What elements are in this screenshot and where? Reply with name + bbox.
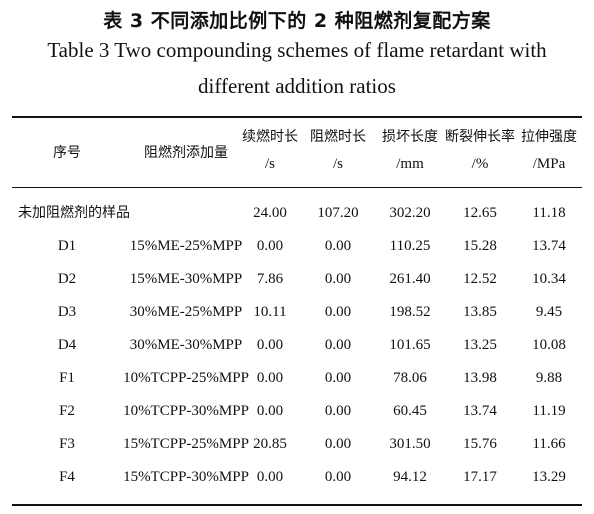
header-damage-length: 损坏长度 — [382, 129, 438, 145]
cell-afterglow: 0.00 — [324, 436, 352, 452]
header-afterglow-unit: /s — [332, 156, 343, 172]
cell-damage-length: 101.65 — [389, 337, 431, 353]
cell-afterglow: 0.00 — [324, 271, 352, 287]
header-tensile-strength: 拉伸强度 — [521, 129, 577, 145]
cell-afterflame: 0.00 — [256, 403, 284, 419]
cell-additive: 15%ME-25%MPP — [129, 238, 243, 254]
cell-additive: 10%TCPP-25%MPP — [123, 370, 249, 386]
cell-damage-length: 302.20 — [389, 205, 431, 221]
cell-elongation: 13.25 — [463, 337, 497, 353]
cell-afterglow: 0.00 — [324, 238, 352, 254]
cell-afterflame: 20.85 — [253, 436, 287, 452]
table-row: D3 30%ME-25%MPP 10.11 0.00 198.52 13.85 … — [0, 296, 594, 329]
cell-id: D4 — [57, 337, 77, 353]
header-tensile-strength-unit: /MPa — [532, 156, 566, 172]
cell-afterglow: 0.00 — [324, 469, 352, 485]
cell-tensile-strength: 11.19 — [532, 403, 566, 419]
header-afterflame-unit: /s — [264, 156, 275, 172]
cell-elongation: 13.85 — [463, 304, 497, 320]
cell-additive — [118, 197, 254, 230]
cell-id: F4 — [59, 469, 75, 485]
cell-elongation: 15.28 — [463, 238, 497, 254]
cell-tensile-strength: 9.88 — [535, 370, 563, 386]
cell-damage-length: 78.06 — [393, 370, 427, 386]
cell-tensile-strength: 11.18 — [532, 205, 566, 221]
cell-additive: 30%ME-25%MPP — [129, 304, 243, 320]
cell-additive: 15%TCPP-25%MPP — [123, 436, 249, 452]
cell-damage-length: 301.50 — [389, 436, 431, 452]
cell-afterflame: 0.00 — [256, 238, 284, 254]
cell-afterflame: 10.11 — [253, 304, 287, 320]
cell-afterglow: 0.00 — [324, 403, 352, 419]
cell-elongation: 12.65 — [463, 205, 497, 221]
header-afterglow: 阻燃时长 — [310, 129, 366, 145]
cell-elongation: 13.98 — [463, 370, 497, 386]
table-header-rule — [12, 187, 582, 188]
cell-tensile-strength: 13.29 — [532, 469, 566, 485]
cell-damage-length: 60.45 — [393, 403, 427, 419]
cell-elongation: 12.52 — [463, 271, 497, 287]
table-row: F3 15%TCPP-25%MPP 20.85 0.00 301.50 15.7… — [0, 428, 594, 461]
cell-afterglow: 0.00 — [324, 370, 352, 386]
table-row: 未加阻燃剂的样品 24.00 107.20 302.20 12.65 11.18 — [0, 197, 594, 230]
cell-tensile-strength: 10.34 — [532, 271, 566, 287]
cell-id: F3 — [59, 436, 75, 452]
header-id: 序号 — [53, 145, 81, 161]
cell-tensile-strength: 13.74 — [532, 238, 566, 254]
cell-id: F2 — [59, 403, 75, 419]
cell-tensile-strength: 11.66 — [532, 436, 566, 452]
cell-afterflame: 0.00 — [256, 337, 284, 353]
cell-elongation: 15.76 — [463, 436, 497, 452]
table-bottom-rule — [12, 504, 582, 506]
cell-tensile-strength: 10.08 — [532, 337, 566, 353]
cell-afterflame: 7.86 — [256, 271, 284, 287]
header-elongation-unit: /% — [471, 156, 489, 172]
table-caption-english-line2: different addition ratios — [198, 74, 396, 98]
cell-additive: 30%ME-30%MPP — [129, 337, 243, 353]
cell-damage-length: 110.25 — [389, 238, 431, 254]
cell-damage-length: 198.52 — [389, 304, 431, 320]
cell-afterflame: 0.00 — [256, 370, 284, 386]
table-row: F2 10%TCPP-30%MPP 0.00 0.00 60.45 13.74 … — [0, 395, 594, 428]
cell-additive: 10%TCPP-30%MPP — [123, 403, 249, 419]
cell-damage-length: 94.12 — [393, 469, 427, 485]
cell-id: F1 — [59, 370, 75, 386]
table-row: D2 15%ME-30%MPP 7.86 0.00 261.40 12.52 1… — [0, 263, 594, 296]
cell-afterflame: 24.00 — [253, 205, 287, 221]
cell-id: D2 — [57, 271, 77, 287]
table-caption-chinese: 表 3 不同添加比例下的 2 种阻燃剂复配方案 — [103, 10, 491, 32]
header-elongation: 断裂伸长率 — [445, 129, 515, 145]
table-row: F1 10%TCPP-25%MPP 0.00 0.00 78.06 13.98 … — [0, 362, 594, 395]
cell-afterglow: 0.00 — [324, 337, 352, 353]
cell-additive: 15%TCPP-30%MPP — [123, 469, 249, 485]
cell-afterglow: 0.00 — [324, 304, 352, 320]
table-caption-english-line1: Table 3 Two compounding schemes of flame… — [47, 38, 547, 62]
cell-afterflame: 0.00 — [256, 469, 284, 485]
cell-id: D1 — [57, 238, 77, 254]
cell-id: D3 — [57, 304, 77, 320]
header-afterflame: 续燃时长 — [242, 129, 298, 145]
table-row: F4 15%TCPP-30%MPP 0.00 0.00 94.12 17.17 … — [0, 461, 594, 494]
header-damage-length-unit: /mm — [396, 156, 424, 172]
table-row: D1 15%ME-25%MPP 0.00 0.00 110.25 15.28 1… — [0, 230, 594, 263]
cell-elongation: 13.74 — [463, 403, 497, 419]
cell-afterglow: 107.20 — [317, 205, 359, 221]
cell-tensile-strength: 9.45 — [535, 304, 563, 320]
cell-additive: 15%ME-30%MPP — [129, 271, 243, 287]
table-row: D4 30%ME-30%MPP 0.00 0.00 101.65 13.25 1… — [0, 329, 594, 362]
header-additive: 阻燃剂添加量 — [144, 145, 228, 161]
cell-elongation: 17.17 — [463, 469, 497, 485]
table-top-rule — [12, 116, 582, 118]
cell-damage-length: 261.40 — [389, 271, 431, 287]
cell-id: 未加阻燃剂的样品 — [18, 205, 130, 221]
